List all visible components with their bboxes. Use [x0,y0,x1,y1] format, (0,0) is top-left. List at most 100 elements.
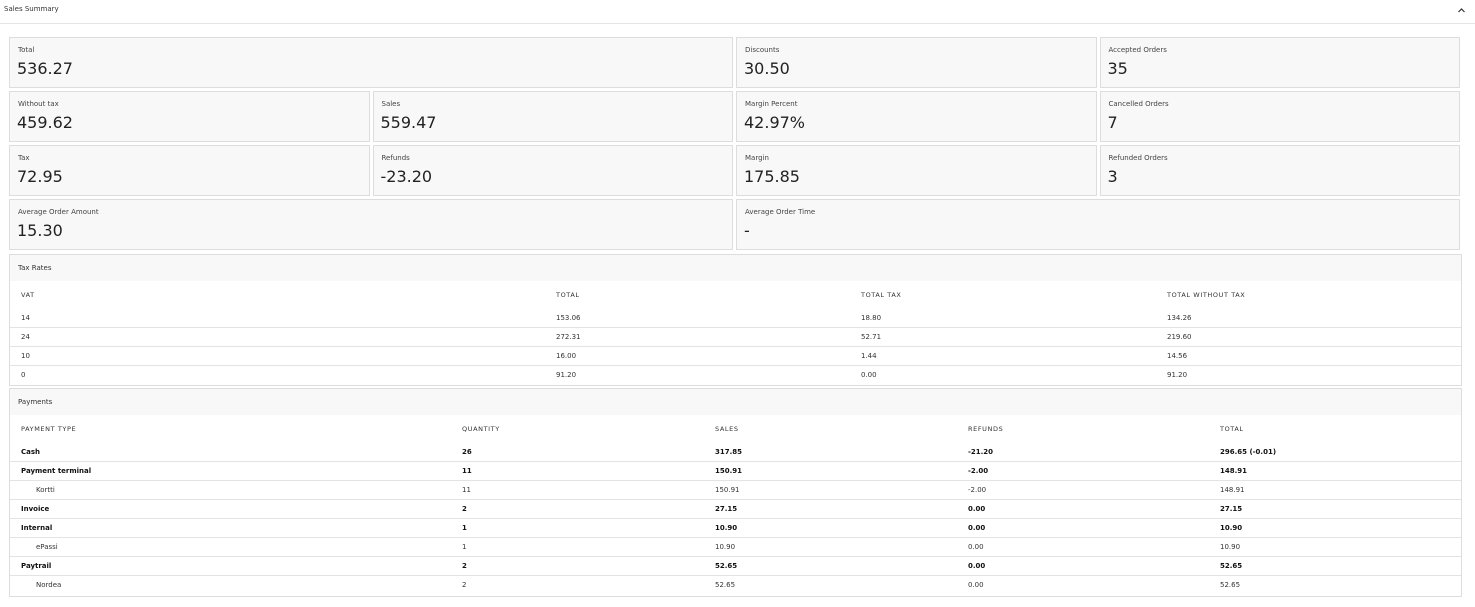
sub-row-cell: 0.00 [968,581,984,589]
row-cell: 26 [462,448,472,456]
row-cell: 150.91 [715,467,743,475]
stat-card: Without tax 459.62 [9,91,370,142]
row-cell: 10.90 [715,524,738,532]
table-cell: 18.80 [861,314,882,322]
collapse-toggle[interactable] [1457,6,1466,15]
section-title: Tax Rates [18,264,52,272]
sub-row-cell: 148.91 [1220,486,1245,494]
stat-card: Margin Percent 42.97% [736,91,1097,142]
table-cell: 219.60 [1167,333,1192,341]
stat-card: Sales 559.47 [372,91,733,142]
stat-value: 175.85 [744,167,800,186]
stat-value: 42.97% [744,113,806,132]
stat-label: Average Order Amount [18,208,99,216]
row-divider [10,365,1461,366]
table-cell: 91.20 [556,371,577,379]
sub-row-cell: Kortti [36,486,55,494]
payments-section: Payments PAYMENT TYPE QUANTITY SALES REFUNDS… [9,388,1462,597]
row-cell: Paytrail [21,562,52,570]
row-cell: 27.15 [1220,505,1243,513]
row-cell: 27.15 [715,505,738,513]
stat-label: Discounts [745,46,780,54]
row-divider [10,480,1461,481]
sub-row-cell: 1 [462,543,467,551]
stat-label: Tax [18,154,30,162]
table-cell: 0 [21,371,26,379]
stat-value: 72.95 [17,167,63,186]
sub-row-cell: 0.00 [968,543,984,551]
stat-value: - [744,221,750,240]
row-divider [10,461,1461,462]
stat-card: Discounts 30.50 [736,37,1097,88]
column-header: QUANTITY [462,425,500,433]
stat-value: 30.50 [744,59,790,78]
row-cell: 0.00 [968,524,986,532]
row-cell: Payment terminal [21,467,92,475]
row-cell: Cash [21,448,41,456]
row-divider [10,346,1461,347]
table-cell: 24 [21,333,30,341]
sub-row-cell: ePassi [36,543,58,551]
stat-card: Total 536.27 [9,37,733,88]
section-title: Payments [18,398,53,406]
column-header: REFUNDS [968,425,1004,433]
column-header: SALES [715,425,739,433]
stat-label: Accepted Orders [1108,46,1167,54]
header-divider [0,23,1475,24]
column-header: TOTAL [556,291,580,299]
stat-label: Average Order Time [745,208,816,216]
stat-label: Sales [381,100,401,108]
stat-card: Refunded Orders 3 [1099,145,1460,196]
row-cell: -21.20 [968,448,994,456]
row-cell: 296.65 (-0.01) [1220,448,1277,456]
sub-row-cell: 52.65 [715,581,736,589]
stat-label: Refunded Orders [1108,154,1168,162]
row-cell: 52.65 [1220,562,1243,570]
table-cell: 0.00 [861,371,877,379]
table-cell: 14 [21,314,30,322]
stat-value: 7 [1107,113,1118,132]
row-cell: Invoice [21,505,50,513]
stat-value: 15.30 [17,221,63,240]
stat-label: Margin Percent [745,100,798,108]
column-header: TOTAL TAX [861,291,902,299]
row-cell: 1 [462,524,467,532]
row-divider [10,537,1461,538]
table-cell: 91.20 [1167,371,1188,379]
table-cell: 14.56 [1167,352,1188,360]
sub-row-cell: 52.65 [1220,581,1241,589]
sub-row-cell: 10.90 [715,543,736,551]
row-cell: 0.00 [968,505,986,513]
row-cell: -2.00 [968,467,989,475]
stat-card: Tax 72.95 [9,145,370,196]
row-cell: 52.65 [715,562,738,570]
section-header [10,389,1461,415]
sub-row-cell: Nordea [36,581,62,589]
sub-row-cell: 2 [462,581,467,589]
stat-card: Average Order Time - [736,199,1460,250]
sub-row-cell: -2.00 [968,486,987,494]
row-cell: 10.90 [1220,524,1243,532]
row-cell: 148.91 [1220,467,1248,475]
sub-row-cell: 150.91 [715,486,740,494]
table-cell: 16.00 [556,352,577,360]
stat-label: Cancelled Orders [1108,100,1169,108]
stat-value: -23.20 [380,167,433,186]
row-cell: 2 [462,562,467,570]
table-cell: 10 [21,352,30,360]
stat-value: 35 [1107,59,1128,78]
page-title: Sales Summary [4,5,59,13]
sub-row-cell: 10.90 [1220,543,1241,551]
table-cell: 1.44 [861,352,877,360]
row-divider [10,575,1461,576]
row-cell: 2 [462,505,467,513]
stat-card: Cancelled Orders 7 [1099,91,1460,142]
tax-rates-section: Tax Rates VAT TOTAL TOTAL TAX TOTAL WITHOUT … [9,254,1462,386]
table-cell: 153.06 [556,314,581,322]
stat-value: 3 [1107,167,1118,186]
stat-label: Margin [745,154,769,162]
column-header: TOTAL [1220,425,1244,433]
row-cell: Internal [21,524,53,532]
stat-label: Refunds [381,154,410,162]
